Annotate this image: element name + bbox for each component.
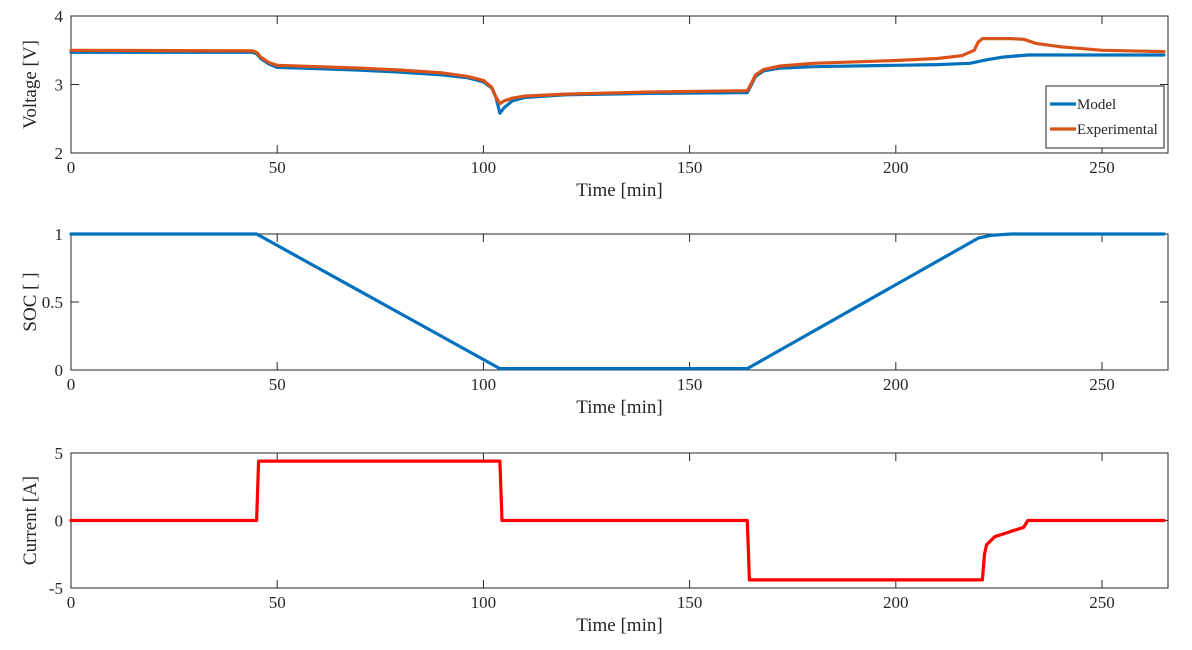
legend-model-label: Model [1077,97,1116,113]
soc-series-line-line [69,232,1166,371]
soc-xtick-label: 200 [883,375,909,394]
soc-xlabel: Time [min] [576,397,662,418]
voltage-xlabel: Time [min] [576,180,662,201]
legend-experimental-label: Experimental [1077,122,1158,138]
soc-xtick-label: 50 [269,375,286,394]
current-ytick-label: 0 [55,512,64,531]
voltage-subplot: 0 50 100 150 200 250 2 3 4 Time [min] Voltage [V] M… [20,7,1169,201]
current-series-line-line [69,459,1166,582]
soc-ylabel: SOC [ ] [20,272,41,331]
voltage-ytick-label: 4 [55,7,64,26]
voltage-ylabel: Voltage [V] [20,40,41,129]
soc-xtick-label: 0 [67,375,76,394]
soc-axes-box [70,233,1169,371]
voltage-xtick-label: 100 [471,158,497,177]
voltage-ytick-label: 3 [55,76,64,95]
current-ytick-label: -5 [49,579,63,598]
voltage-xtick-label: 50 [269,158,286,177]
soc-subplot: 0 50 100 150 200 250 0 0.5 1 Time [min] SOC [ ] [20,225,1169,418]
current-xtick-label: 0 [67,593,76,612]
voltage-xtick-label: 0 [67,158,76,177]
current-xtick-label: 150 [677,593,703,612]
soc-xtick-label: 150 [677,375,703,394]
soc-ytick-label: 0.5 [42,293,63,312]
current-ylabel: Current [A] [20,476,41,565]
legend-box [1045,85,1165,149]
voltage-xtick-label: 250 [1089,158,1115,177]
current-xtick-label: 100 [471,593,497,612]
voltage-axes-box [70,15,1169,154]
soc-ytick-label: 0 [55,361,64,380]
voltage-series-experimental-line [69,36,1166,106]
soc-xtick-label: 100 [471,375,497,394]
soc-xtick-label: 250 [1089,375,1115,394]
current-xlabel: Time [min] [576,615,662,636]
current-xtick-label: 50 [269,593,286,612]
current-ytick-label: 5 [55,444,64,463]
current-xtick-label: 250 [1089,593,1115,612]
soc-ytick-label: 1 [55,225,64,244]
voltage-xtick-label: 150 [677,158,703,177]
voltage-xtick-label: 200 [883,158,909,177]
current-xtick-label: 200 [883,593,909,612]
voltage-ytick-label: 2 [55,144,64,163]
